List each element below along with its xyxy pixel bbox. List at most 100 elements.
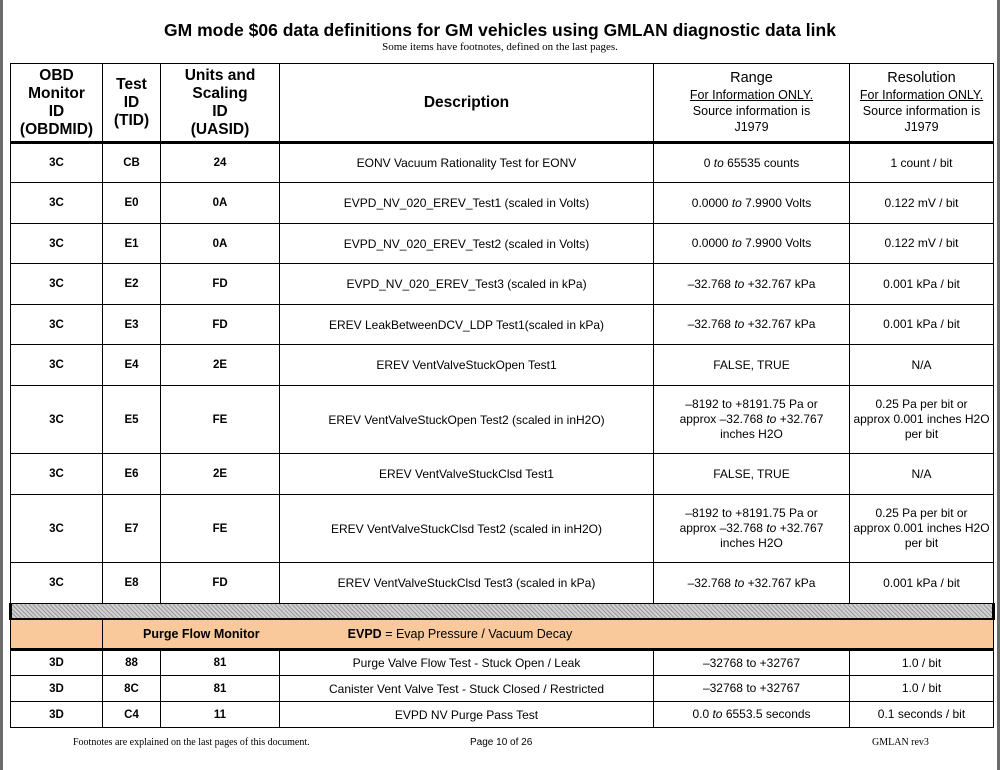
cell-resolution: 0.001 kPa / bit: [849, 304, 994, 345]
cell-resolution: 0.1 seconds / bit: [849, 701, 994, 728]
section-filler: [653, 617, 994, 651]
cell-uasid: FE: [160, 494, 280, 563]
page-edge-left: [0, 0, 3, 770]
header-description: Description: [279, 63, 654, 144]
cell-description: EVPD_NV_020_EREV_Test1 (scaled in Volts): [279, 182, 654, 224]
footer-page-number: Page 10 of 26: [470, 737, 533, 748]
cell-uasid: FE: [160, 385, 280, 454]
footer-revision: GMLAN rev3: [872, 737, 929, 748]
cell-uasid: 0A: [160, 182, 280, 224]
cell-obdmid: 3C: [10, 142, 103, 183]
cell-tid: E6: [102, 453, 161, 495]
cell-obdmid: 3C: [10, 223, 103, 264]
cell-tid: E5: [102, 385, 161, 454]
cell-description: EREV VentValveStuckClsd Test1: [279, 453, 654, 495]
cell-description: EREV VentValveStuckClsd Test3 (scaled in…: [279, 562, 654, 604]
cell-resolution: N/A: [849, 344, 994, 386]
cell-uasid: FD: [160, 263, 280, 305]
cell-resolution: 0.122 mV / bit: [849, 182, 994, 224]
cell-uasid: 81: [160, 649, 280, 676]
cell-range: 0.0 to 6553.5 seconds: [653, 701, 850, 728]
table-row: 3D C4 11 EVPD NV Purge Pass Test 0.0 to …: [10, 701, 994, 728]
cell-obdmid: 3C: [10, 182, 103, 224]
cell-obdmid: 3D: [10, 701, 103, 728]
page-edge-right: [997, 0, 1000, 770]
cell-tid: E1: [102, 223, 161, 264]
cell-range: –32.768 to +32.767 kPa: [653, 562, 850, 604]
cell-tid: E2: [102, 263, 161, 305]
footer-footnote-text: Footnotes are explained on the last page…: [73, 737, 310, 748]
cell-range: FALSE, TRUE: [653, 344, 850, 386]
cell-range: 0.0000 to 7.9900 Volts: [653, 182, 850, 224]
cell-range: 0 to 65535 counts: [653, 142, 850, 183]
cell-description: EVPD_NV_020_EREV_Test2 (scaled in Volts): [279, 223, 654, 264]
table-row: 3C E1 0A EVPD_NV_020_EREV_Test2 (scaled …: [10, 223, 994, 264]
cell-uasid: 24: [160, 142, 280, 183]
cell-tid: C4: [102, 701, 161, 728]
cell-uasid: 11: [160, 701, 280, 728]
cell-tid: E7: [102, 494, 161, 563]
section-label: Purge Flow Monitor EVPD = Evap Pressure /…: [102, 617, 654, 651]
cell-range: –8192 to +8191.75 Pa or approx –32.768 t…: [653, 385, 850, 454]
cell-uasid: FD: [160, 562, 280, 604]
table-row: 3D 88 81 Purge Valve Flow Test - Stuck O…: [10, 649, 994, 676]
table-row: 3D 8C 81 Canister Vent Valve Test - Stuc…: [10, 675, 994, 702]
cell-obdmid: 3C: [10, 304, 103, 345]
cell-description: EREV VentValveStuckOpen Test2 (scaled in…: [279, 385, 654, 454]
cell-tid: E0: [102, 182, 161, 224]
cell-uasid: 0A: [160, 223, 280, 264]
cell-obdmid: 3C: [10, 385, 103, 454]
cell-uasid: 2E: [160, 344, 280, 386]
cell-description: Purge Valve Flow Test - Stuck Open / Lea…: [279, 649, 654, 676]
cell-resolution: 0.25 Pa per bit or approx 0.001 inches H2…: [849, 385, 994, 454]
cell-resolution: N/A: [849, 453, 994, 495]
cell-range: 0.0000 to 7.9900 Volts: [653, 223, 850, 264]
header-range: Range For Information ONLY. Source infor…: [653, 63, 850, 144]
cell-obdmid: 3C: [10, 344, 103, 386]
cell-obdmid: 3C: [10, 494, 103, 563]
separator-fill: [9, 603, 995, 619]
cell-description: EVPD NV Purge Pass Test: [279, 701, 654, 728]
cell-resolution: 0.122 mV / bit: [849, 223, 994, 264]
section-empty-cell: [10, 617, 103, 651]
cell-resolution: 0.25 Pa per bit or approx 0.001 inches H2…: [849, 494, 994, 563]
header-resolution: Resolution For Information ONLY. Source …: [849, 63, 994, 144]
cell-range: FALSE, TRUE: [653, 453, 850, 495]
table-row: 3C E6 2E EREV VentValveStuckClsd Test1 F…: [10, 453, 994, 495]
cell-resolution: 0.001 kPa / bit: [849, 562, 994, 604]
cell-resolution: 1.0 / bit: [849, 649, 994, 676]
cell-tid: 8C: [102, 675, 161, 702]
cell-range: –32.768 to +32.767 kPa: [653, 263, 850, 305]
cell-description: EVPD_NV_020_EREV_Test3 (scaled in kPa): [279, 263, 654, 305]
cell-uasid: 81: [160, 675, 280, 702]
cell-uasid: FD: [160, 304, 280, 345]
table-row: 3C E0 0A EVPD_NV_020_EREV_Test1 (scaled …: [10, 182, 994, 224]
cell-obdmid: 3C: [10, 562, 103, 604]
table-row: 3C E2 FD EVPD_NV_020_EREV_Test3 (scaled …: [10, 263, 994, 305]
cell-resolution: 1 count / bit: [849, 142, 994, 183]
document-title: GM mode $06 data definitions for GM vehi…: [164, 20, 836, 40]
cell-resolution: 1.0 / bit: [849, 675, 994, 702]
cell-tid: CB: [102, 142, 161, 183]
cell-tid: 88: [102, 649, 161, 676]
cell-obdmid: 3C: [10, 263, 103, 305]
cell-tid: E3: [102, 304, 161, 345]
cell-tid: E4: [102, 344, 161, 386]
table-row: 3C E8 FD EREV VentValveStuckClsd Test3 (…: [10, 562, 994, 604]
cell-uasid: 2E: [160, 453, 280, 495]
cell-obdmid: 3D: [10, 675, 103, 702]
table-row: 3C E3 FD EREV LeakBetweenDCV_LDP Test1(s…: [10, 304, 994, 345]
table-row: 3C E5 FE EREV VentValveStuckOpen Test2 (…: [10, 385, 994, 454]
cell-description: EREV LeakBetweenDCV_LDP Test1(scaled in …: [279, 304, 654, 345]
cell-range: –32.768 to +32.767 kPa: [653, 304, 850, 345]
mode06-table: OBD Monitor ID (OBDMID) Test ID (TID) Units …: [9, 63, 995, 728]
header-uasid: Units and Scaling ID (UASID): [160, 63, 280, 144]
table-row: 3C E4 2E EREV VentValveStuckOpen Test1 F…: [10, 344, 994, 386]
table-row: 3C CB 24 EONV Vacuum Rationality Test fo…: [10, 142, 994, 183]
header-row: OBD Monitor ID (OBDMID) Test ID (TID) Units …: [10, 63, 994, 144]
section-header-row: Purge Flow Monitor EVPD = Evap Pressure /…: [10, 617, 994, 651]
cell-range: –32768 to +32767: [653, 675, 850, 702]
cell-tid: E8: [102, 562, 161, 604]
cell-description: EONV Vacuum Rationality Test for EONV: [279, 142, 654, 183]
cell-obdmid: 3C: [10, 453, 103, 495]
